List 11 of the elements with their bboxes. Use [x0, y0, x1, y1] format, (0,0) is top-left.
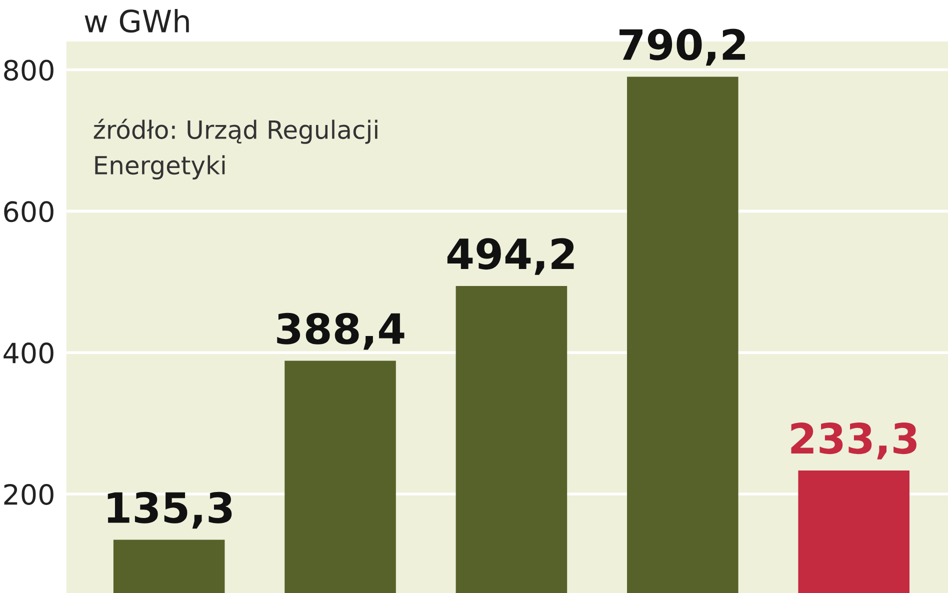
- y-tick-label: 600: [4, 201, 54, 222]
- data-label: 790,2: [620, 28, 745, 66]
- chart-title: w GWh: [84, 8, 189, 33]
- y-tick-label: 200: [4, 484, 54, 505]
- data-label: 388,4: [277, 312, 404, 350]
- y-tick-label: 800: [4, 60, 54, 81]
- data-label: 135,3: [108, 492, 232, 529]
- annotation: źródło: Urząd Regulacji Energetyki: [94, 118, 378, 180]
- y-tick-label: 400: [4, 342, 54, 364]
- data-label: 494,2: [447, 238, 574, 275]
- data-label: 233,3: [791, 422, 916, 460]
